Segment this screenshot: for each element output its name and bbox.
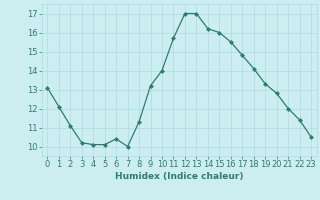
X-axis label: Humidex (Indice chaleur): Humidex (Indice chaleur) — [115, 172, 244, 181]
